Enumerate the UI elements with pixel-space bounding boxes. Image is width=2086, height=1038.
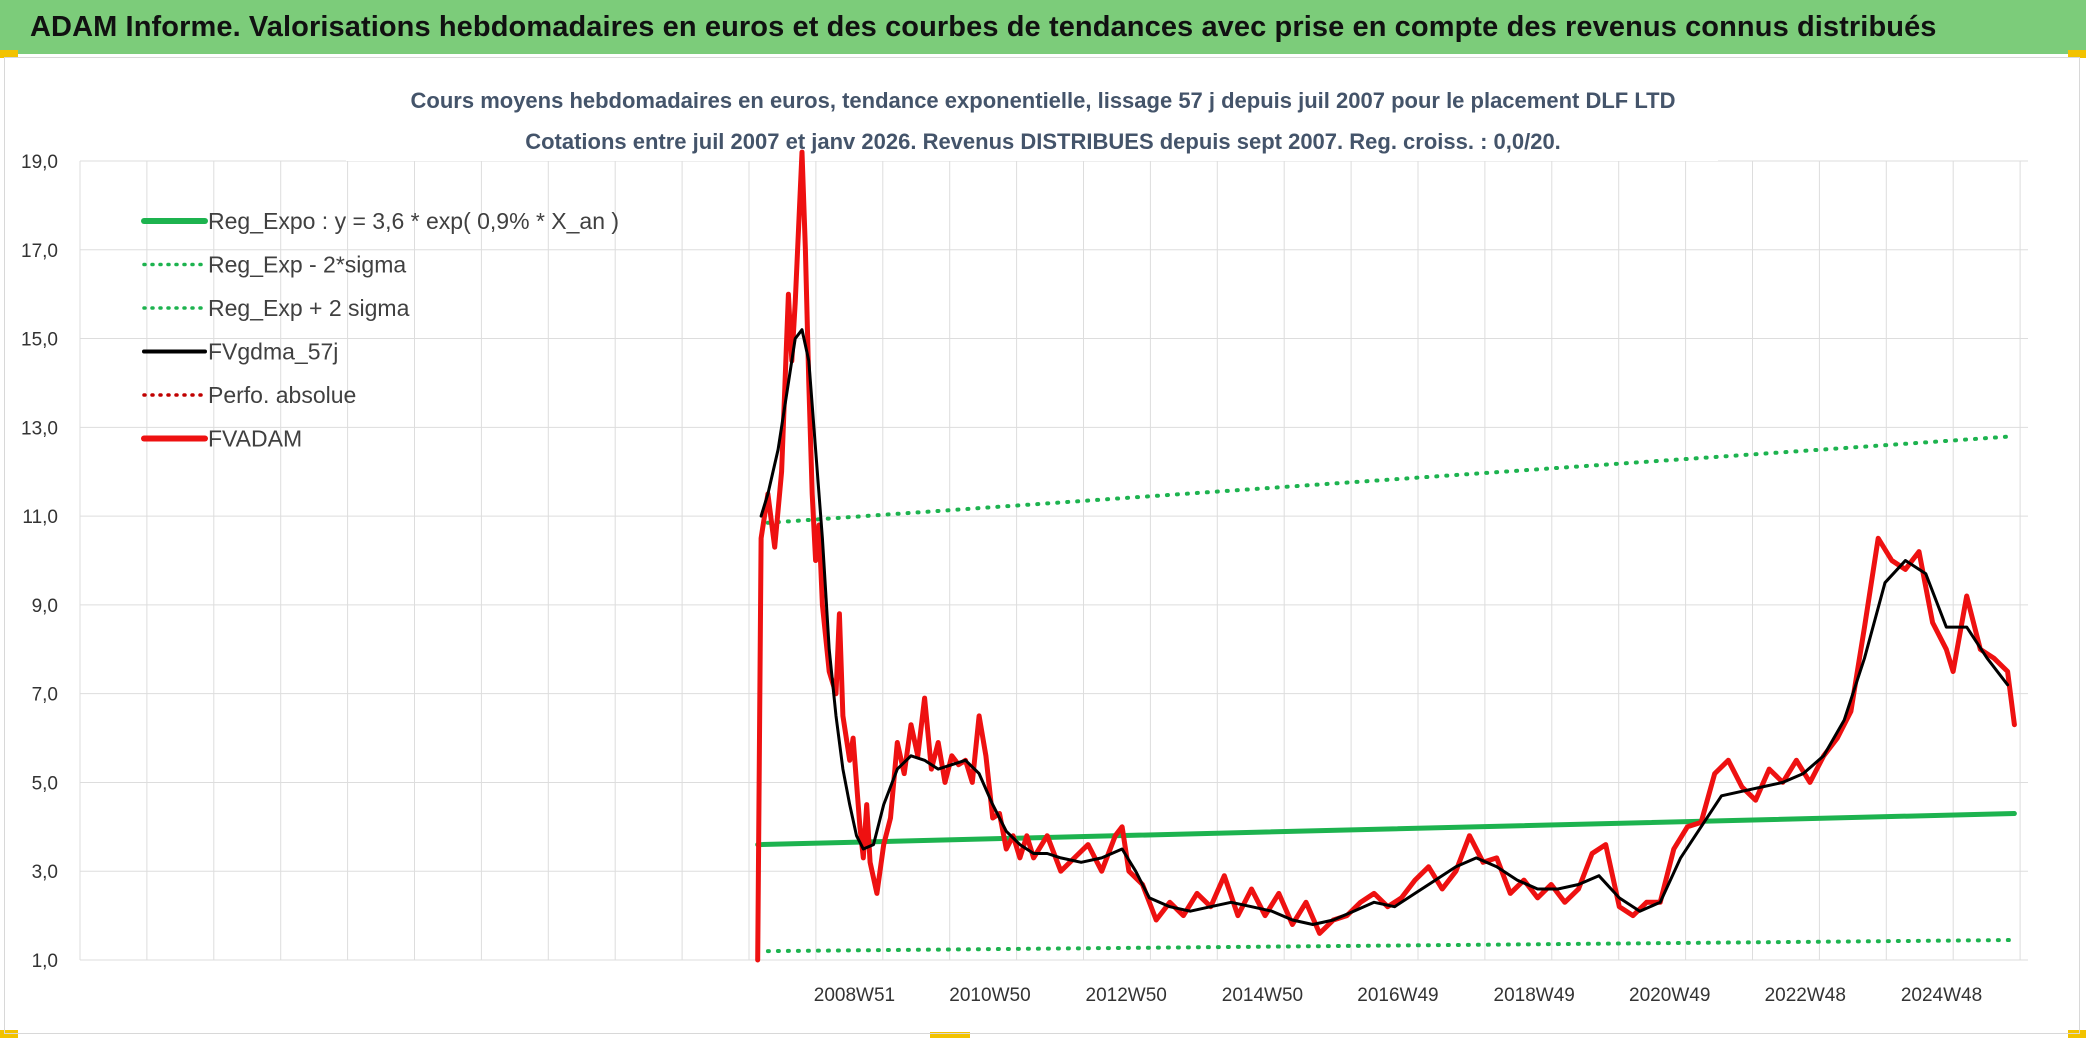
corner-accent-top-left bbox=[0, 50, 18, 58]
y-tick-label: 19,0 bbox=[21, 152, 58, 173]
chart-legend: Reg_Expo : y = 3,6 * exp( 0,9% * X_an ) R… bbox=[141, 208, 619, 452]
bottom-accent-mark bbox=[930, 1032, 970, 1038]
y-tick-label: 5,0 bbox=[32, 773, 58, 794]
x-tick-label: 2012W50 bbox=[1086, 985, 1167, 1006]
series-line-1 bbox=[765, 938, 2017, 954]
report-title: ADAM Informe. Valorisations hebdomadaire… bbox=[30, 10, 1937, 43]
y-tick-label: 9,0 bbox=[32, 596, 58, 617]
corner-accent-bottom-left bbox=[0, 1030, 18, 1038]
y-tick-label: 15,0 bbox=[21, 330, 58, 351]
legend-label: Reg_Exp - 2*sigma bbox=[208, 252, 406, 278]
chart-title: Cours moyens hebdomadaires en euros, ten… bbox=[411, 88, 1676, 113]
corner-accent-top-right bbox=[2068, 50, 2086, 58]
grid-lines bbox=[79, 160, 2028, 961]
corner-accent-bottom-right bbox=[2068, 1030, 2086, 1038]
y-tick-label: 3,0 bbox=[32, 862, 58, 883]
x-tick-label: 2018W49 bbox=[1494, 985, 1575, 1006]
y-tick-label: 1,0 bbox=[32, 951, 58, 972]
chart-subtitle: Cotations entre juil 2007 et janv 2026. … bbox=[525, 129, 1561, 154]
series-line-0 bbox=[755, 811, 2017, 848]
x-tick-label: 2014W50 bbox=[1222, 985, 1303, 1006]
x-tick-label: 2010W50 bbox=[949, 985, 1030, 1006]
x-tick-label: 2024W48 bbox=[1901, 985, 1982, 1006]
series-line-3 bbox=[759, 328, 2010, 926]
legend-label: FVADAM bbox=[208, 426, 302, 452]
y-tick-label: 7,0 bbox=[32, 685, 58, 706]
legend-label: FVgdma_57j bbox=[208, 339, 338, 365]
x-tick-label: 2022W48 bbox=[1765, 985, 1846, 1006]
y-tick-label: 13,0 bbox=[21, 418, 58, 439]
title-background bbox=[346, 75, 1718, 161]
y-tick-label: 11,0 bbox=[22, 507, 58, 528]
report-banner: ADAM Informe. Valorisations hebdomadaire… bbox=[0, 0, 2086, 54]
legend-label: Perfo. absolue bbox=[208, 382, 356, 408]
chart-frame bbox=[4, 57, 2080, 1034]
x-tick-label: 2008W51 bbox=[814, 985, 895, 1006]
legend-label: Reg_Exp + 2 sigma bbox=[208, 295, 410, 321]
x-tick-label: 2016W49 bbox=[1357, 985, 1438, 1006]
series-line-2 bbox=[765, 434, 2017, 525]
legend-label: Reg_Expo : y = 3,6 * exp( 0,9% * X_an ) bbox=[208, 208, 619, 234]
x-tick-label: 2020W49 bbox=[1629, 985, 1710, 1006]
y-tick-label: 17,0 bbox=[21, 241, 58, 262]
